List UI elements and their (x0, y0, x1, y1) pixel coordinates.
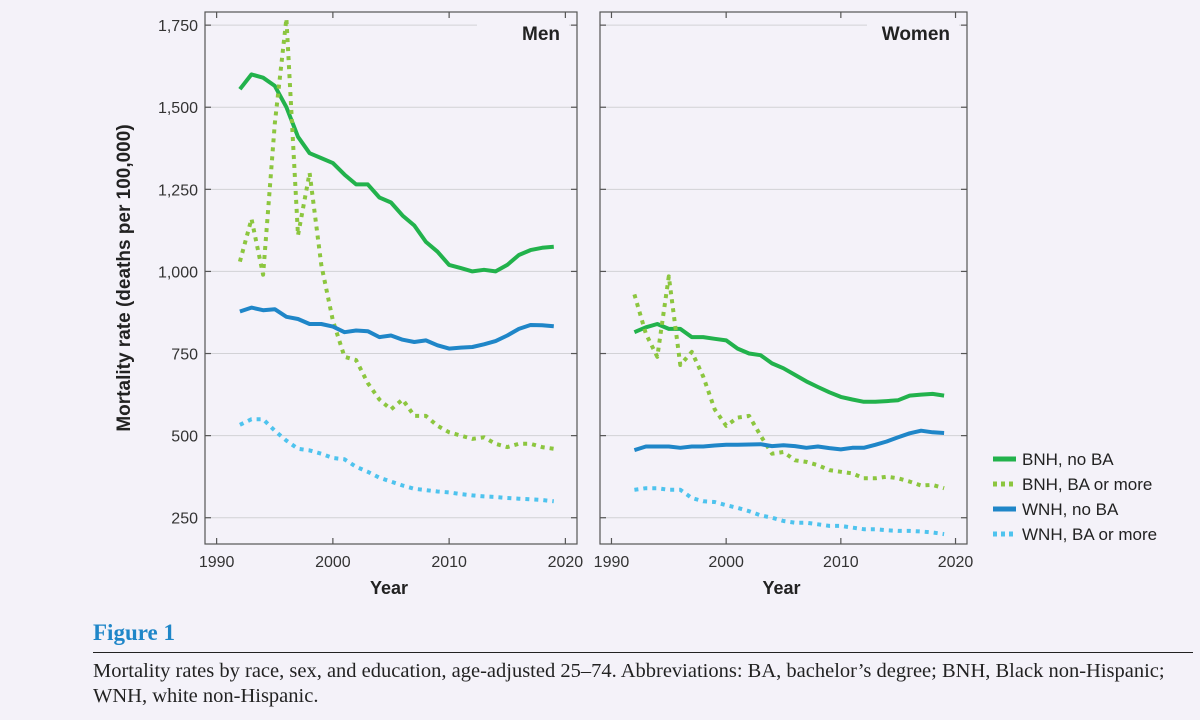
x-tick-label: 2000 (315, 554, 351, 571)
y-tick-label: 1,500 (158, 100, 198, 117)
x-tick-label: 1990 (199, 554, 235, 571)
x-tick-label: 2000 (708, 554, 744, 571)
panel-title-bg (867, 20, 959, 50)
series-line-wnh-no-ba (633, 428, 945, 453)
series-line-wnh-ba-or-more (239, 417, 555, 504)
panel-title: Men (522, 24, 560, 45)
figure-label: Figure 1 (93, 620, 175, 645)
y-tick-label: 1,000 (158, 264, 198, 281)
x-tick-label: 1990 (594, 554, 630, 571)
series-line-bnh-ba-or-more (237, 16, 555, 451)
legend-label: WNH, no BA (1022, 500, 1119, 519)
x-axis-label: Year (370, 578, 408, 598)
series-line-bnh-no-ba (238, 72, 554, 274)
series-line-wnh-no-ba (239, 305, 554, 351)
x-tick-label: 2020 (548, 554, 584, 571)
series-line-wnh-ba-or-more (634, 486, 945, 537)
panel-title-bg (477, 20, 569, 50)
chart-panels: 250 500 750 1,000 1,250 1,500 1,750 1990 2000 201… (158, 11, 974, 598)
plot-frame (204, 11, 578, 545)
y-tick-label: 1,250 (158, 182, 198, 199)
y-axis-label: Mortality rate (deaths per 100,000) (114, 124, 135, 431)
y-tick-label: 250 (171, 511, 198, 528)
legend: BNH, no BA BNH, BA or more WNH, no BA WNH, … (993, 450, 1157, 544)
legend-label: WNH, BA or more (1022, 525, 1157, 544)
x-tick-label: 2020 (938, 554, 974, 571)
figure-caption: Mortality rates by race, sex, and educat… (93, 660, 1165, 707)
x-axis-label: Year (762, 578, 800, 598)
legend-label: BNH, BA or more (1022, 475, 1152, 494)
y-tick-label: 750 (171, 347, 198, 364)
plot-frame (599, 11, 968, 545)
caption-rule (93, 652, 1193, 653)
figure-caption-area: Figure 1 Mortality rates by race, sex, a… (93, 620, 1193, 709)
y-tick-label: 1,750 (158, 18, 198, 35)
legend-label: BNH, no BA (1022, 450, 1114, 469)
panel-title: Women (882, 24, 950, 45)
mortality-figure: Mortality rate (deaths per 100,000) 250 5… (114, 11, 1157, 598)
panel-women: 1990 2000 2010 2020 Year Women (594, 11, 974, 598)
y-tick-label: 500 (171, 429, 198, 446)
x-tick-label: 2010 (823, 554, 859, 571)
x-tick-label: 2010 (431, 554, 467, 571)
panel-men: 250 500 750 1,000 1,250 1,500 1,750 1990 2000 201… (158, 11, 584, 598)
series-line-bnh-no-ba (633, 322, 945, 404)
series-line-bnh-ba-or-more (632, 274, 945, 491)
